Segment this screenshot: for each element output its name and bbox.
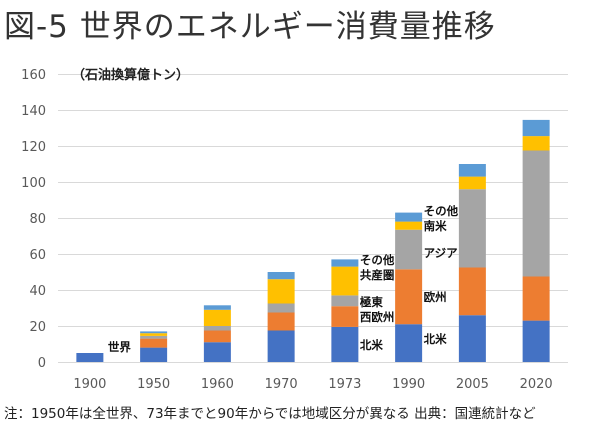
bar-segment-1973-4 <box>331 259 359 267</box>
x-tick-label: 1900 <box>73 377 106 392</box>
x-tick-label: 1990 <box>392 377 425 392</box>
bar-segment-2005-1 <box>458 267 486 316</box>
bar-segment-1960-1 <box>203 330 231 343</box>
x-tick-label: 1960 <box>201 377 234 392</box>
annotation-label: その他 <box>424 204 459 218</box>
bars <box>76 119 550 362</box>
bar-segment-1973-1 <box>331 306 359 327</box>
x-tick-label: 2005 <box>456 377 489 392</box>
bar-segment-1950-4 <box>140 331 168 334</box>
bar-segment-2020-2 <box>522 150 550 277</box>
bar-segment-1960-4 <box>203 305 231 310</box>
bar-segment-1950-2 <box>140 335 168 339</box>
bar-segment-1990-4 <box>395 212 423 222</box>
annotation-label: 極東 <box>359 295 383 309</box>
bar-segment-2005-0 <box>458 315 486 362</box>
bar-segment-1900-0 <box>76 353 104 362</box>
bar-segment-1950-0 <box>140 347 168 362</box>
bar-segment-2005-2 <box>458 189 486 268</box>
bar-segment-1973-2 <box>331 295 359 307</box>
bar-segment-1950-1 <box>140 338 168 348</box>
bar-segment-1950-3 <box>140 333 168 336</box>
annotation-label: その他 <box>360 253 395 267</box>
bar-segment-2005-4 <box>458 164 486 177</box>
bar-segment-2020-0 <box>522 320 550 362</box>
bar-segment-1960-2 <box>203 326 231 331</box>
x-tick-label: 1970 <box>265 377 298 392</box>
bar-segment-1970-3 <box>267 279 295 304</box>
bar-segment-1990-0 <box>395 324 423 362</box>
bar-segment-1973-3 <box>331 266 359 296</box>
bar-segment-2020-4 <box>522 119 550 137</box>
x-tick-label: 1950 <box>137 377 170 392</box>
y-tick-label: 160 <box>21 68 46 83</box>
x-tick-label: 1973 <box>328 377 361 392</box>
chart-footnote: 注：1950年は全世界、73年までと90年からでは地域区分が異なる 出典：国連統… <box>4 406 536 422</box>
y-tick-label: 120 <box>21 140 46 155</box>
bar-segment-1990-1 <box>395 269 423 325</box>
unit-label: （石油換算億トン） <box>72 67 189 83</box>
chart-title: 図-5 世界のエネルギー消費量推移 <box>4 9 496 45</box>
y-tick-label: 40 <box>29 284 46 299</box>
annotation-label: 北米 <box>424 332 447 346</box>
annotation-label: 南米 <box>424 219 447 233</box>
y-tick-label: 60 <box>29 248 46 263</box>
bar-segment-1970-1 <box>267 312 295 331</box>
bar-segment-1990-3 <box>395 221 423 230</box>
bar-segment-1960-0 <box>203 342 231 362</box>
bar-segment-1990-2 <box>395 229 423 270</box>
bar-segment-1973-0 <box>331 326 359 362</box>
annotation-label: 共産圏 <box>360 268 395 282</box>
x-tick-label: 2020 <box>520 377 553 392</box>
bar-segment-2020-3 <box>522 136 550 151</box>
annotation-label: 世界 <box>108 340 131 354</box>
y-tick-label: 100 <box>21 176 46 191</box>
y-tick-label: 140 <box>21 104 46 119</box>
y-tick-label: 0 <box>38 356 46 371</box>
bar-segment-2020-1 <box>522 276 550 321</box>
bar-segment-1970-0 <box>267 330 295 362</box>
y-axis-ticks: 0 20 40 60 80 100 120 140 160 <box>21 68 46 371</box>
bar-segment-1960-3 <box>203 309 231 326</box>
annotation-label: 北米 <box>360 338 383 352</box>
gridlines <box>58 74 568 363</box>
annotation-label: アジア <box>424 246 459 260</box>
x-axis-labels: 1900 1950 1960 1970 1973 1990 2005 2020 <box>73 377 552 392</box>
y-tick-label: 20 <box>29 320 46 335</box>
bar-segment-2005-3 <box>458 176 486 190</box>
bar-segment-1970-4 <box>267 272 295 280</box>
bar-segment-1970-2 <box>267 303 295 313</box>
annotation-label: 欧州 <box>424 290 447 304</box>
y-tick-label: 80 <box>29 212 46 227</box>
annotation-label: 西欧州 <box>360 310 395 324</box>
